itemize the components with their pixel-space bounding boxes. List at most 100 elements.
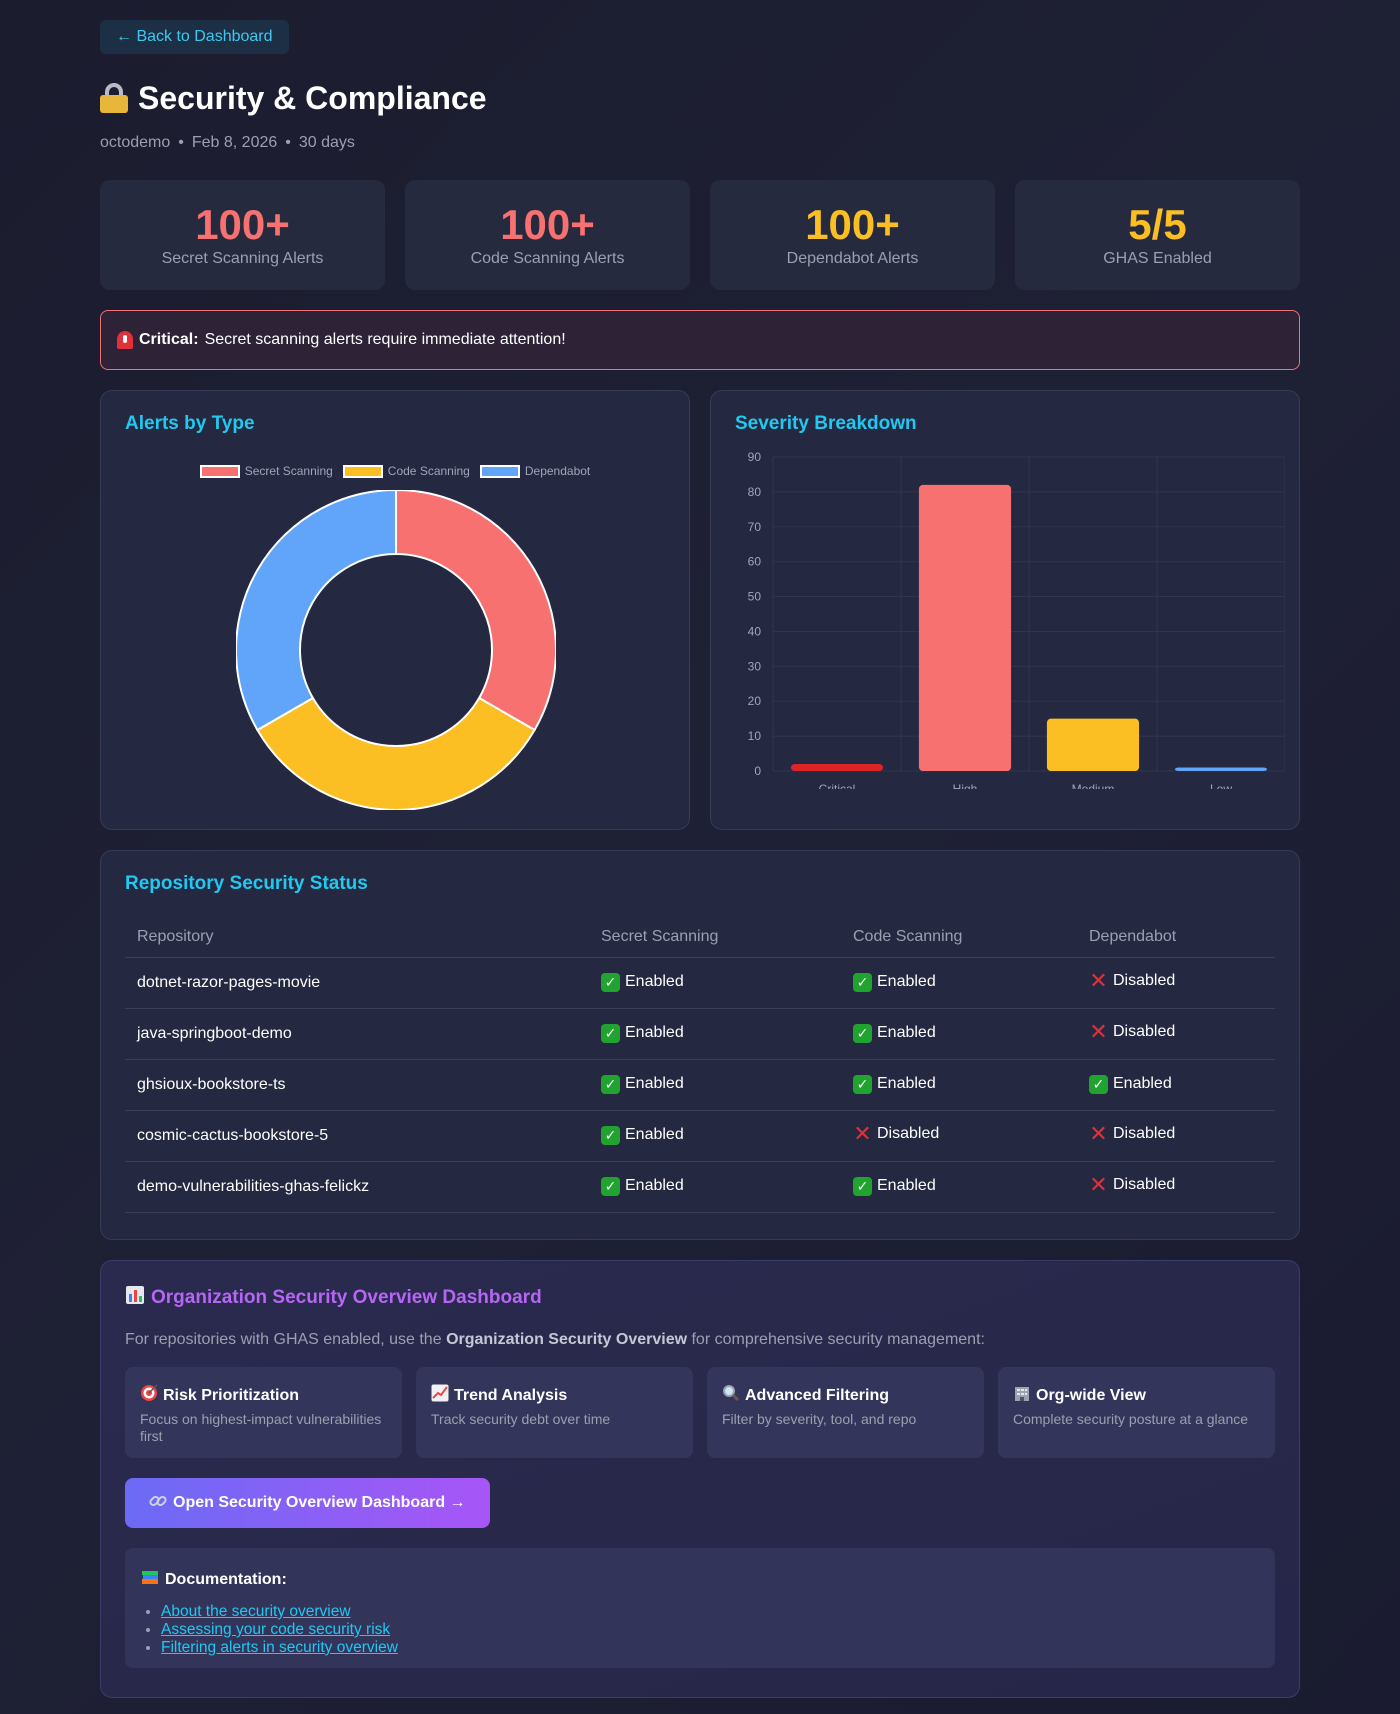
bar-low[interactable] — [1174, 767, 1268, 771]
status-text: Disabled — [1113, 972, 1176, 990]
check-icon: ✓ — [601, 1074, 620, 1094]
check-icon: ✓ — [601, 1125, 620, 1145]
doc-link-assessing-code-security-risk[interactable]: Assessing your code security risk — [161, 1621, 391, 1638]
status-text: Enabled — [877, 1075, 936, 1093]
open-security-overview-button[interactable]: Open Security Overview Dashboard → — [125, 1478, 490, 1528]
list-item: Filtering alerts in security overview — [161, 1639, 1259, 1657]
stats-row: 100+ Secret Scanning Alerts 100+ Code Sc… — [100, 180, 1300, 290]
y-tick-label: 40 — [748, 624, 762, 638]
feature-title: Advanced Filtering — [745, 1386, 890, 1404]
donut-slice-secret-scanning[interactable] — [395, 490, 556, 732]
y-tick-label: 50 — [748, 590, 762, 604]
feature-desc: Filter by severity, tool, and repo — [722, 1411, 917, 1427]
table-row: demo-vulnerabilities-ghas-felickz ✓ Enable… — [125, 1161, 1275, 1213]
severity-breakdown-panel: Severity Breakdown 0 10 20 30 40 50 60 70 80 90 Cr… — [710, 390, 1300, 830]
table-row: dotnet-razor-pages-movie ✓ Enabled ✓ Enabled… — [125, 957, 1275, 1009]
legend-item[interactable]: Secret Scanning — [199, 464, 333, 478]
y-tick-label: 80 — [748, 485, 762, 499]
siren-icon — [117, 331, 133, 349]
report-period: 30 days — [298, 134, 355, 151]
x-tick-label: High — [953, 782, 978, 789]
bar-medium[interactable] — [1046, 718, 1140, 771]
check-icon: ✓ — [853, 1074, 872, 1094]
list-item: About the security overview — [161, 1603, 1259, 1621]
donut-slice-code-scanning[interactable] — [256, 696, 536, 810]
bar-critical[interactable] — [790, 764, 884, 771]
status-cell-dependabot: ✓ Enabled — [1077, 1059, 1275, 1111]
check-icon: ✓ — [601, 1023, 620, 1043]
donut-slice-dependabot[interactable] — [236, 490, 397, 732]
status-text: Disabled — [1113, 1176, 1176, 1194]
bar-chart: 0 10 20 30 40 50 60 70 80 90 Critical High Medium Low — [748, 450, 1285, 789]
repo-name: ghsioux-bookstore-ts — [125, 1059, 589, 1111]
status-cell-code: ✓ Enabled — [841, 957, 1077, 1009]
cross-icon: ✕ — [1089, 1121, 1108, 1147]
status-cell-secret: ✓ Enabled — [589, 1008, 841, 1060]
stat-card-secret-scanning: 100+ Secret Scanning Alerts — [100, 180, 385, 290]
status-text: Disabled — [877, 1125, 940, 1143]
stat-label: GHAS Enabled — [1103, 250, 1212, 267]
legend-label: Secret Scanning — [244, 464, 333, 478]
feature-title: Risk Prioritization — [163, 1386, 300, 1404]
alert-strong: Critical: — [139, 331, 199, 348]
status-text: Enabled — [625, 1075, 684, 1093]
link-icon — [149, 1492, 167, 1515]
table-row: ghsioux-bookstore-ts ✓ Enabled ✓ Enabled ✓ Ena… — [125, 1059, 1275, 1111]
status-text: Enabled — [877, 1177, 936, 1195]
page-title: Security & Compliance — [100, 78, 1300, 118]
doc-link-filtering-alerts[interactable]: Filtering alerts in security overview — [161, 1639, 398, 1656]
column-header: Secret Scanning — [589, 917, 841, 958]
back-to-dashboard-button[interactable]: ← Back to Dashboard — [100, 20, 289, 54]
page-title-text: Security & Compliance — [138, 79, 487, 116]
legend-swatch — [479, 464, 520, 478]
check-icon: ✓ — [601, 1176, 620, 1196]
documentation-title: Documentation: — [141, 1568, 1259, 1591]
doc-link-about-security-overview[interactable]: About the security overview — [161, 1603, 351, 1620]
chart-legend: Secret Scanning Code Scanning Dependabot — [101, 464, 689, 478]
alert-text: Secret scanning alerts require immediate… — [204, 331, 566, 348]
documentation-links: About the security overview Assessing yo… — [161, 1603, 1259, 1657]
legend-item[interactable]: Code Scanning — [342, 464, 470, 478]
feature-title: Trend Analysis — [454, 1386, 568, 1404]
legend-item[interactable]: Dependabot — [479, 464, 590, 478]
alerts-by-type-panel: Alerts by Type Secret Scanning Code Scann… — [100, 390, 690, 830]
status-text: Enabled — [877, 1024, 936, 1042]
status-text: Enabled — [625, 973, 684, 991]
status-cell-code: ✓ Enabled — [841, 1008, 1077, 1060]
charts-row: Alerts by Type Secret Scanning Code Scann… — [100, 390, 1300, 830]
cross-icon: ✕ — [1089, 1172, 1108, 1198]
page-subtitle: octodemo • Feb 8, 2026 • 30 days — [100, 134, 1300, 152]
y-tick-label: 10 — [748, 729, 762, 743]
feature-title: Org-wide View — [1036, 1386, 1146, 1404]
chart-title: Alerts by Type — [125, 413, 255, 434]
status-text: Enabled — [625, 1126, 684, 1144]
feature-card-risk-prioritization: Risk Prioritization Focus on highest-imp… — [125, 1367, 402, 1458]
table-header-row: Repository Secret Scanning Code Scanning… — [125, 917, 1275, 958]
repo-name: cosmic-cactus-bookstore-5 — [125, 1110, 589, 1162]
stat-value: 5/5 — [1128, 201, 1187, 248]
check-icon: ✓ — [853, 1023, 872, 1043]
status-text: Enabled — [1113, 1075, 1172, 1093]
status-cell-code: ✓ Enabled — [841, 1161, 1077, 1213]
report-date: Feb 8, 2026 — [191, 134, 278, 151]
check-icon: ✓ — [601, 972, 620, 992]
bar-high[interactable] — [918, 484, 1012, 771]
status-cell-code: ✕ Disabled — [841, 1110, 1077, 1162]
column-header: Dependabot — [1077, 917, 1275, 958]
stat-value: 100+ — [805, 201, 900, 248]
status-text: Disabled — [1113, 1023, 1176, 1041]
table-title: Repository Security Status — [125, 873, 368, 894]
stat-card-ghas-enabled: 5/5 GHAS Enabled — [1015, 180, 1300, 290]
legend-swatch — [199, 464, 240, 478]
trend-chart-icon — [431, 1384, 449, 1407]
repo-security-panel: Repository Security Status Repository Se… — [100, 850, 1300, 1240]
stat-label: Dependabot Alerts — [786, 250, 919, 267]
list-item: Assessing your code security risk — [161, 1621, 1259, 1639]
critical-alert-banner: Critical: Secret scanning alerts require… — [100, 310, 1300, 370]
bar-chart-icon — [125, 1285, 145, 1311]
stat-value: 100+ — [195, 201, 290, 248]
legend-swatch — [342, 464, 383, 478]
repo-name: demo-vulnerabilities-ghas-felickz — [125, 1161, 589, 1213]
status-text: Enabled — [625, 1177, 684, 1195]
separator: • — [178, 134, 184, 151]
